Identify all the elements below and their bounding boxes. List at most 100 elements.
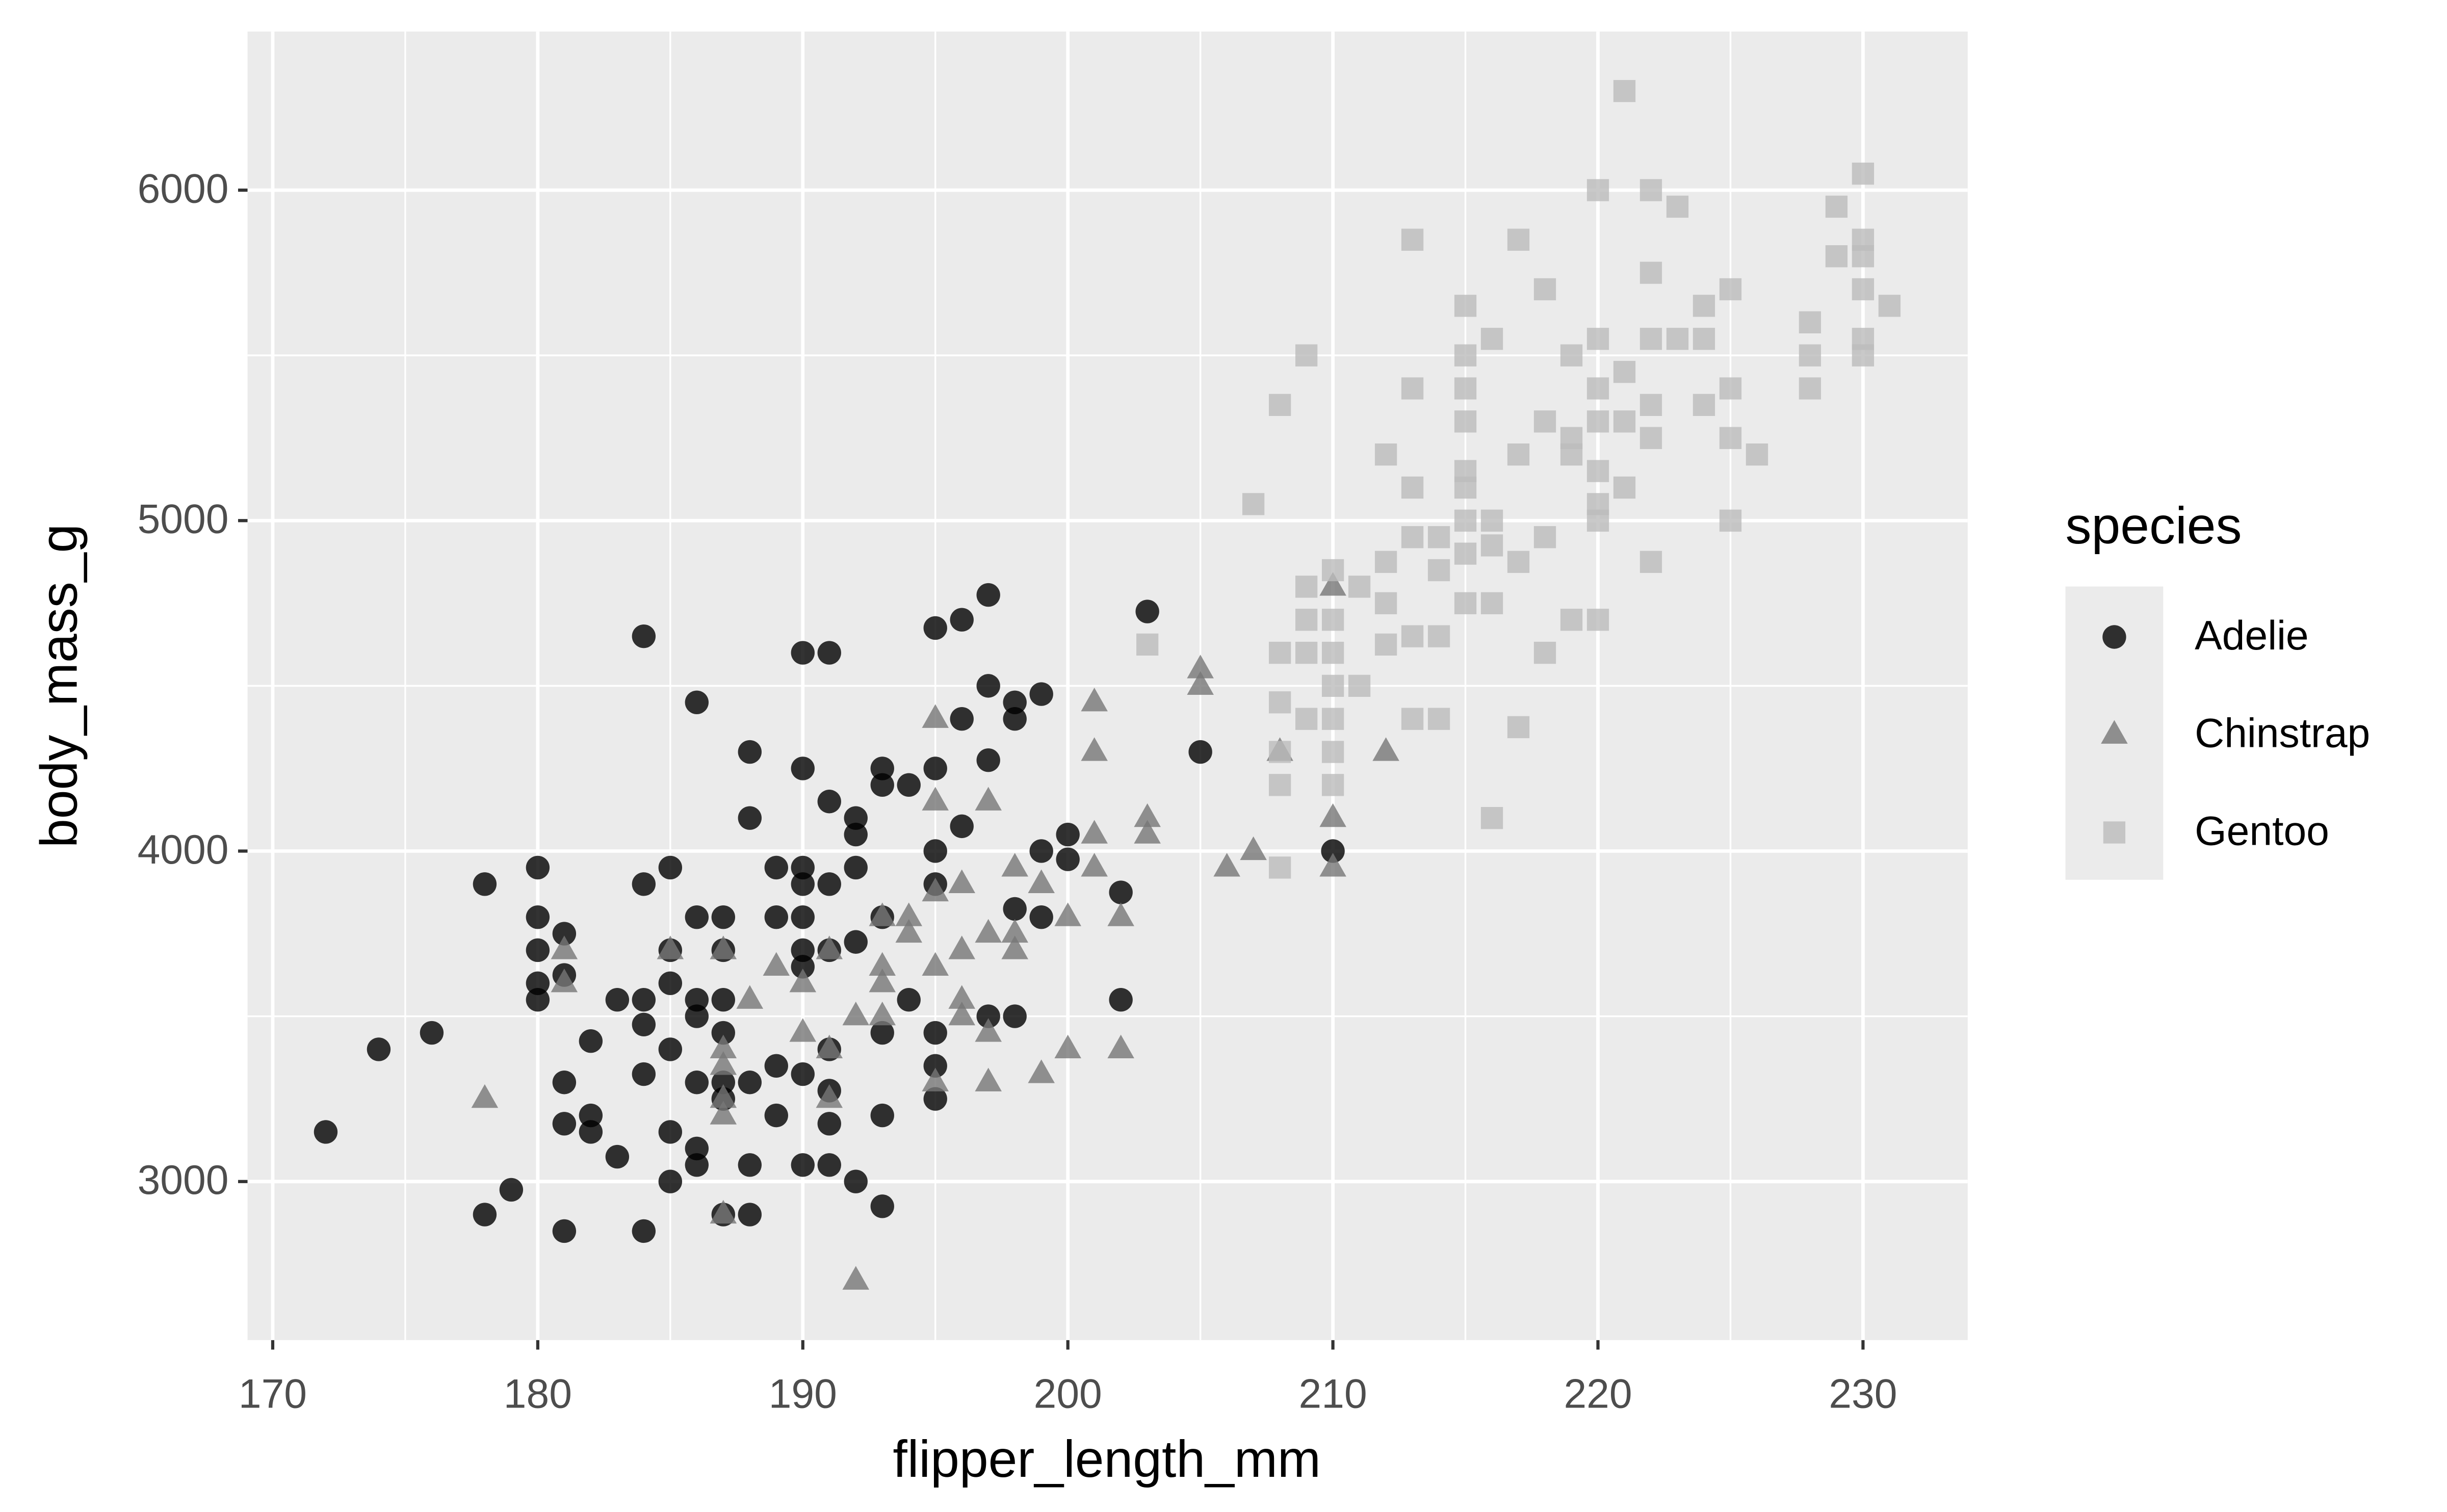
point — [605, 987, 630, 1012]
point — [923, 1087, 947, 1111]
x-tick-label: 190 — [769, 1371, 837, 1417]
point — [1295, 708, 1318, 730]
point — [1639, 328, 1662, 350]
point — [1295, 609, 1318, 631]
point — [764, 855, 788, 880]
point — [1321, 609, 1344, 631]
point — [791, 855, 815, 880]
point — [1001, 935, 1028, 959]
point — [1480, 509, 1503, 532]
point — [789, 969, 817, 993]
point — [1454, 509, 1477, 532]
point — [1693, 328, 1715, 350]
point — [685, 690, 709, 714]
point — [1427, 708, 1450, 730]
point — [817, 872, 841, 896]
grid — [247, 31, 1968, 1340]
point — [1003, 690, 1027, 714]
point — [895, 919, 923, 943]
point — [738, 740, 762, 764]
point — [1029, 905, 1053, 929]
x-tick-label: 180 — [504, 1371, 572, 1417]
point — [1319, 572, 1346, 596]
point — [817, 641, 841, 665]
point — [1187, 671, 1214, 695]
point — [1268, 741, 1291, 763]
point — [1454, 592, 1477, 614]
point — [922, 877, 949, 902]
point — [923, 757, 947, 780]
point — [1454, 377, 1477, 400]
axes: 170 180 190 200 210 220 230 3000 4000 5000 6000 — [138, 166, 1897, 1417]
point — [1613, 360, 1636, 383]
point — [1666, 195, 1689, 218]
point — [685, 1004, 709, 1028]
point — [552, 922, 577, 946]
point — [420, 1021, 444, 1045]
point — [1056, 847, 1080, 871]
point — [1109, 880, 1133, 904]
point — [1613, 410, 1636, 433]
point — [1454, 476, 1477, 499]
point — [816, 1034, 843, 1059]
point — [632, 1062, 656, 1086]
point — [842, 1266, 870, 1290]
point — [1533, 410, 1556, 433]
point — [685, 1153, 709, 1177]
point — [658, 971, 683, 995]
point — [1799, 344, 1821, 367]
y-tick-label: 4000 — [138, 827, 229, 873]
point — [1188, 740, 1212, 764]
point — [1348, 576, 1371, 598]
point — [948, 869, 976, 893]
point — [1507, 228, 1530, 251]
point — [685, 1071, 709, 1094]
point — [817, 790, 841, 814]
point — [526, 987, 550, 1012]
point — [764, 905, 788, 929]
point — [1480, 592, 1503, 614]
point — [791, 641, 815, 665]
point — [314, 1120, 338, 1144]
point — [711, 1021, 736, 1045]
point — [791, 905, 815, 929]
point — [1586, 460, 1609, 482]
point — [526, 971, 550, 995]
point — [1029, 839, 1053, 863]
point — [1533, 526, 1556, 549]
point — [579, 1029, 603, 1053]
point — [791, 938, 815, 962]
point — [552, 1071, 577, 1094]
point — [710, 1084, 737, 1108]
point — [975, 919, 1002, 943]
point — [685, 987, 709, 1012]
point — [1480, 328, 1503, 350]
point — [1639, 394, 1662, 416]
point — [1054, 902, 1081, 926]
point — [632, 624, 656, 648]
point — [1427, 559, 1450, 582]
point — [1533, 641, 1556, 664]
point — [1134, 820, 1161, 844]
point — [870, 1194, 894, 1218]
legend-label: Adelie — [2195, 613, 2309, 659]
point — [1586, 179, 1609, 201]
point — [950, 814, 974, 839]
point — [1321, 674, 1344, 697]
point — [844, 806, 868, 830]
point — [632, 1012, 656, 1037]
point — [1454, 542, 1477, 565]
point — [1213, 853, 1240, 877]
point — [1372, 737, 1399, 761]
point — [1107, 902, 1134, 926]
point — [1242, 493, 1265, 515]
point — [923, 839, 947, 863]
point — [764, 1054, 788, 1078]
point — [1001, 919, 1028, 943]
point — [1321, 839, 1345, 863]
legend: species Adelie Chinstrap Gentoo — [2065, 497, 2370, 880]
point — [869, 952, 896, 976]
point — [922, 1067, 949, 1091]
point — [1109, 987, 1133, 1012]
legend-key — [2101, 720, 2128, 744]
